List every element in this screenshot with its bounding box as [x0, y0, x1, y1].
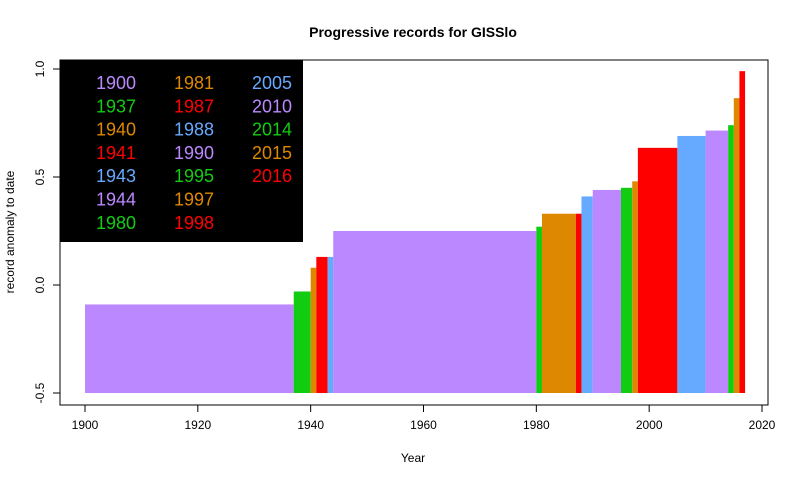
- x-tick-label-1920: 1920: [184, 418, 211, 432]
- chart-title: Progressive records for GISSlo: [309, 24, 517, 40]
- bar-1937: [293, 291, 311, 393]
- y-axis: -0.5 0.0 0.5 1.0: [33, 60, 61, 403]
- bar-1987: [575, 213, 582, 393]
- legend-entry-2010: 2010: [252, 96, 292, 116]
- bar-1990: [592, 189, 621, 393]
- legend-entry-1943: 1943: [96, 166, 136, 186]
- x-tick-label-1960: 1960: [410, 418, 437, 432]
- x-tick-label-1900: 1900: [72, 418, 99, 432]
- bar-1995: [620, 187, 633, 393]
- legend-entry-1990: 1990: [174, 143, 214, 163]
- bar-1943: [327, 256, 334, 393]
- legend-entry-1980: 1980: [96, 213, 136, 233]
- bar-1988: [581, 196, 593, 393]
- legend-entry-1988: 1988: [174, 120, 214, 140]
- legend-entry-2014: 2014: [252, 120, 292, 140]
- bar-2014: [728, 125, 734, 393]
- legend-entry-1941: 1941: [96, 143, 136, 163]
- legend-entry-1995: 1995: [174, 166, 214, 186]
- bar-1900: [85, 304, 294, 393]
- bar-1940: [310, 267, 317, 393]
- y-tick-label-0.0: 0.0: [33, 276, 47, 293]
- x-axis: 1900 1920 1940 1960 1980 2000 2020: [72, 404, 776, 432]
- bar-1981: [541, 213, 576, 393]
- x-tick-label-2020: 2020: [749, 418, 776, 432]
- legend-entry-1998: 1998: [174, 213, 214, 233]
- bar-2016: [739, 71, 746, 393]
- y-tick-label--0.5: -0.5: [33, 382, 47, 403]
- legend-entry-1997: 1997: [174, 190, 214, 210]
- legend-entry-2015: 2015: [252, 143, 292, 163]
- bar-1998: [637, 147, 678, 393]
- legend-entry-1981: 1981: [174, 73, 214, 93]
- legend-entry-1937: 1937: [96, 96, 136, 116]
- x-tick-label-1980: 1980: [523, 418, 550, 432]
- bar-1941: [316, 256, 328, 393]
- bar-2005: [677, 135, 706, 393]
- bar-1997: [632, 181, 638, 393]
- x-tick-label-1940: 1940: [297, 418, 324, 432]
- legend-entry-2016: 2016: [252, 166, 292, 186]
- y-tick-label-0.5: 0.5: [33, 168, 47, 185]
- x-axis-label: Year: [401, 451, 425, 465]
- legend-entry-1940: 1940: [96, 120, 136, 140]
- legend-entry-2005: 2005: [252, 73, 292, 93]
- legend: 1900 1937 1940 1941 1943 1944 1980 1981 1987 1988…: [60, 60, 303, 242]
- y-axis-label: record anomaly to date: [3, 170, 17, 293]
- y-tick-label-1.0: 1.0: [33, 60, 47, 77]
- bar-1980: [536, 226, 542, 393]
- legend-entry-1900: 1900: [96, 73, 136, 93]
- bar-2010: [705, 130, 729, 393]
- bars-group: [85, 71, 746, 393]
- bar-1944: [333, 231, 537, 393]
- x-tick-label-2000: 2000: [636, 418, 663, 432]
- bar-2015: [733, 98, 740, 393]
- legend-entry-1944: 1944: [96, 190, 136, 210]
- legend-background: [60, 60, 303, 242]
- legend-entry-1987: 1987: [174, 96, 214, 116]
